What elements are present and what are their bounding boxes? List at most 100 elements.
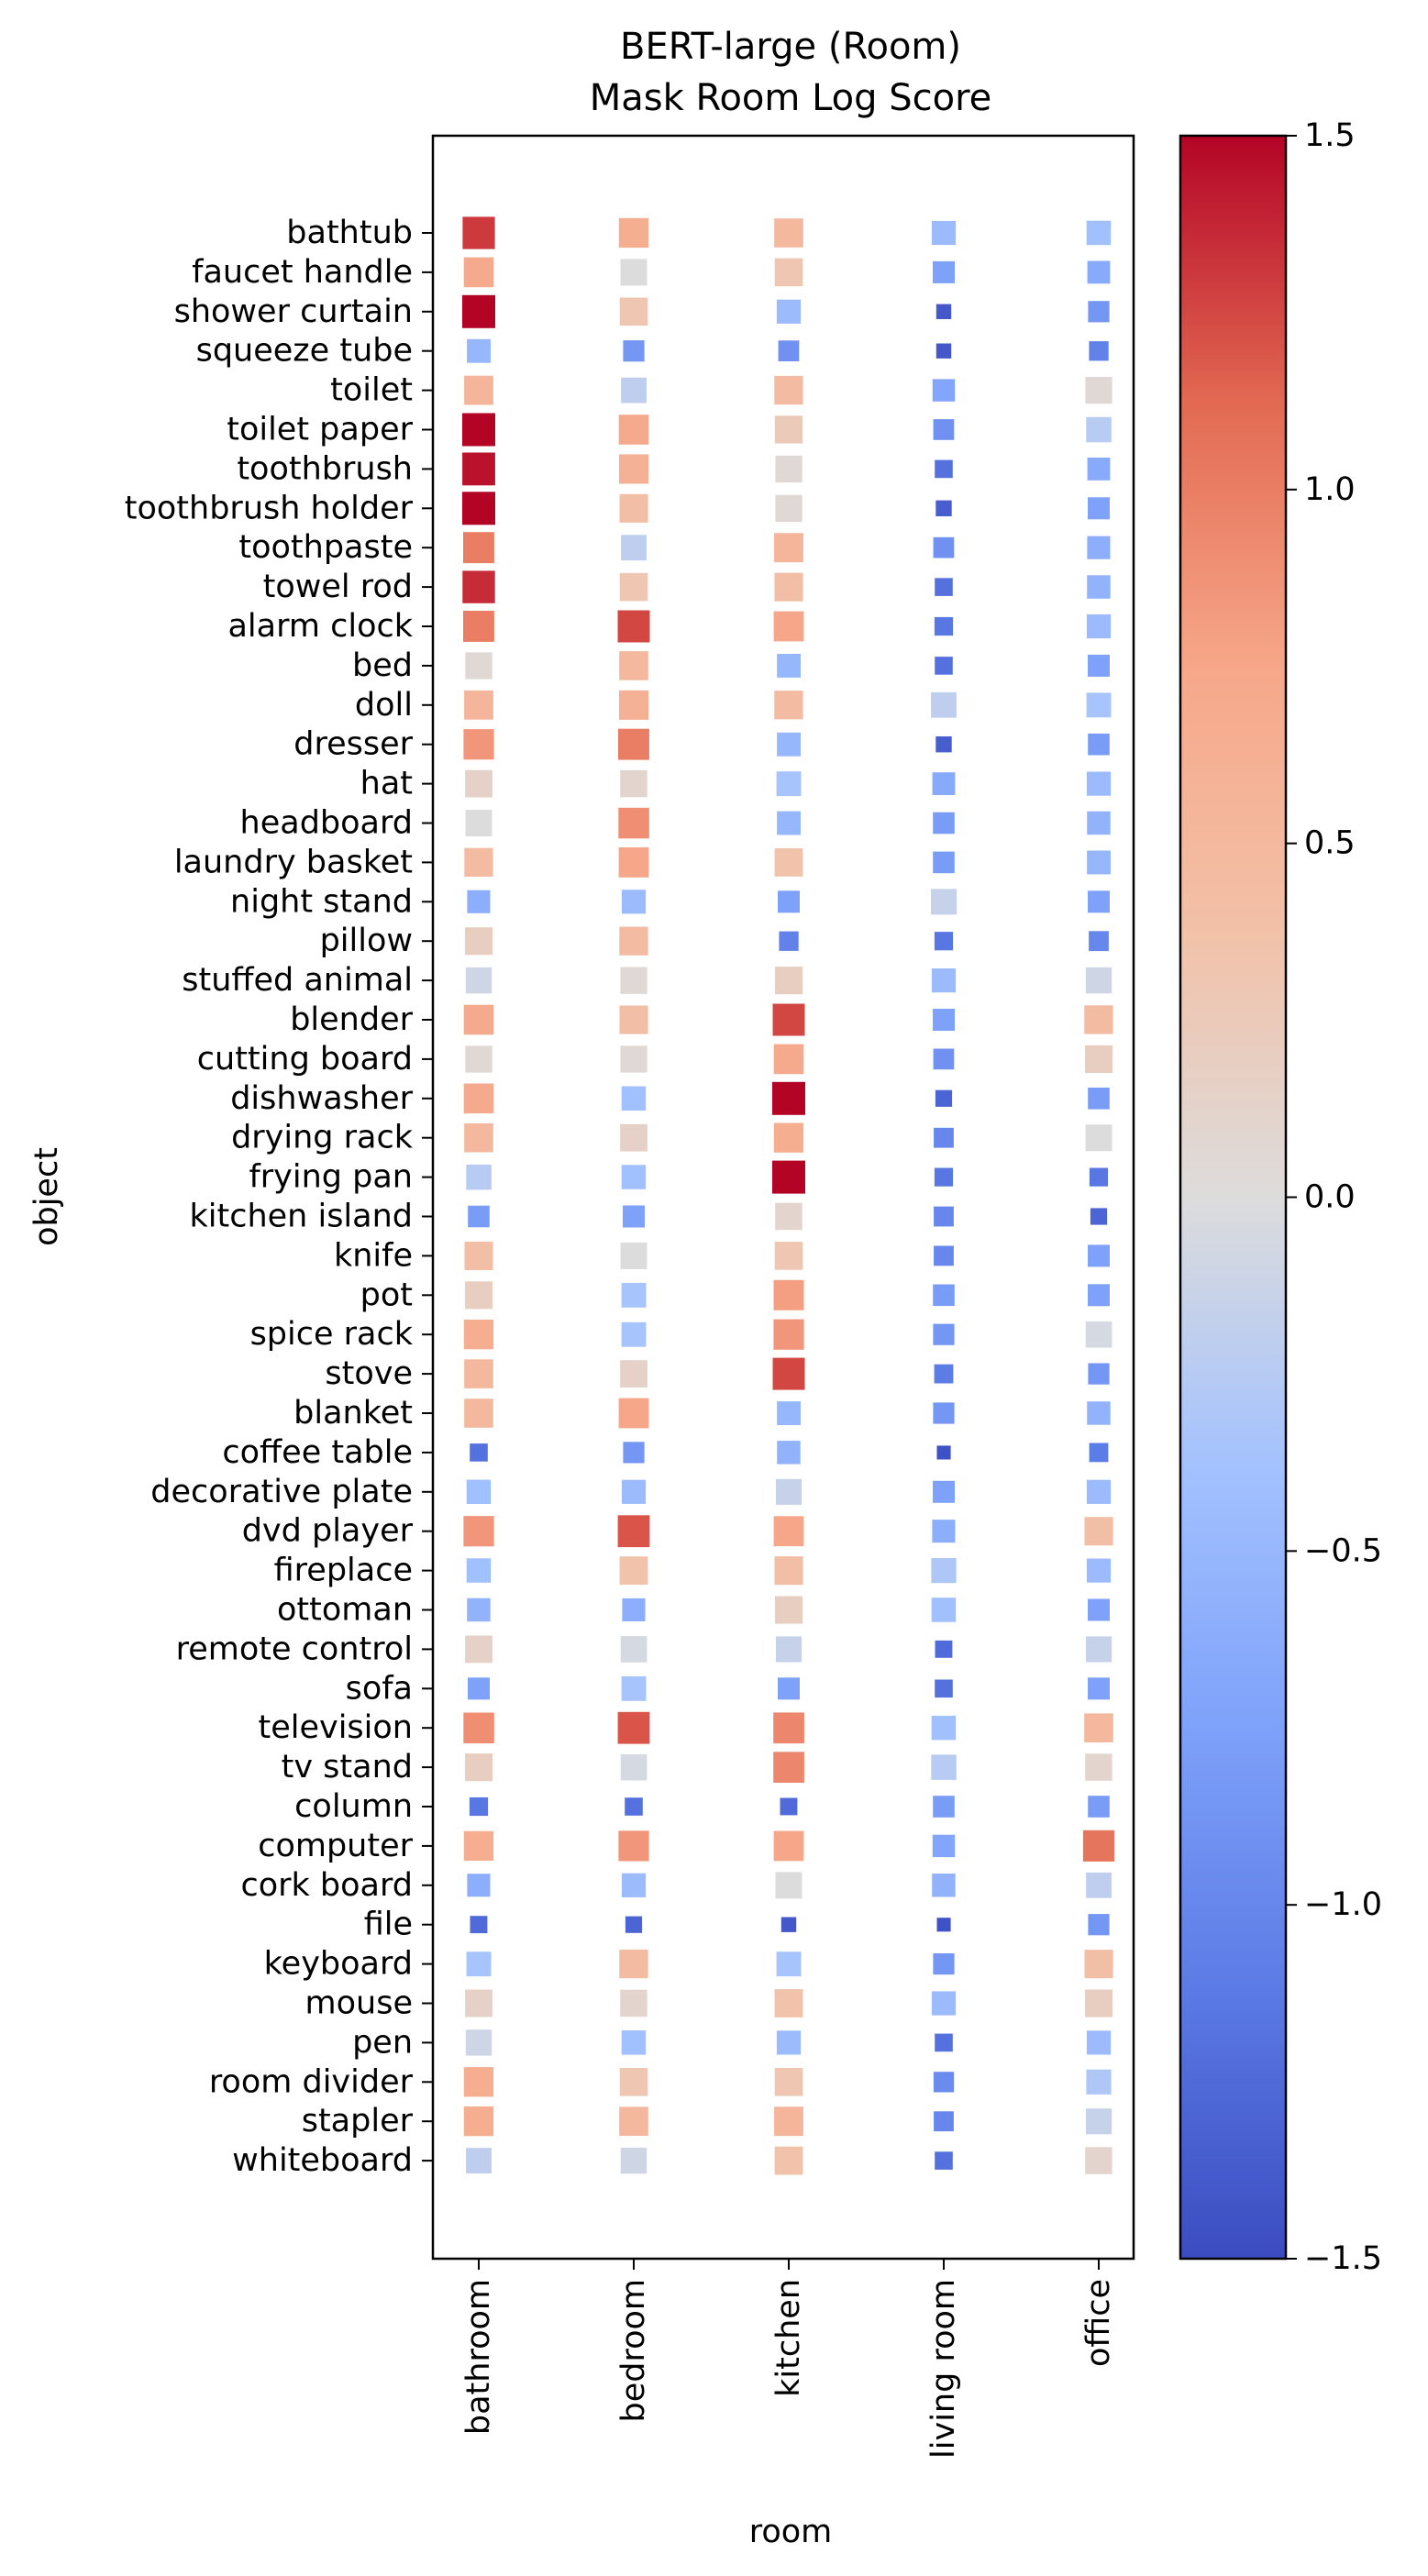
cell-toothbrush-bedroom — [619, 454, 649, 484]
cell-doll-office — [1086, 692, 1112, 718]
cell-knife-bathroom — [464, 1241, 493, 1270]
cell-doll-bedroom — [619, 690, 649, 720]
y-tick-label: ottoman — [277, 1592, 413, 1629]
cell-cutting-board-living-room — [933, 1048, 955, 1070]
cell-toothbrush-office — [1087, 458, 1111, 481]
cell-decorative-plate-office — [1086, 1479, 1112, 1504]
y-tick-label: dishwasher — [230, 1080, 413, 1117]
chart-title-line-1: BERT-large (Room) — [620, 26, 961, 68]
y-tick-label: cutting board — [197, 1041, 413, 1078]
cell-doll-kitchen — [774, 691, 803, 720]
cell-kitchen-island-bedroom — [623, 1205, 645, 1228]
cell-toilet-bathroom — [464, 375, 493, 405]
cell-towel-rod-office — [1087, 575, 1111, 599]
cell-keyboard-office — [1084, 1950, 1113, 1979]
cell-pen-office — [1086, 2030, 1112, 2055]
cell-computer-bathroom — [463, 1830, 494, 1861]
y-tick-label: dvd player — [242, 1513, 414, 1550]
cell-blanket-bathroom — [464, 1399, 493, 1428]
cell-computer-living-room — [932, 1834, 956, 1858]
y-tick-label: pen — [352, 2024, 413, 2061]
cell-stuffed-animal-kitchen — [775, 967, 803, 995]
cell-remote-control-kitchen — [776, 1636, 803, 1663]
cell-shower-curtain-living-room — [935, 304, 952, 319]
cell-frying-pan-bedroom — [621, 1165, 647, 1189]
cell-spice-rack-kitchen — [773, 1319, 804, 1350]
cell-stapler-bedroom — [619, 2106, 648, 2136]
cell-coffee-table-bedroom — [623, 1442, 645, 1464]
cell-stuffed-animal-bathroom — [465, 967, 493, 994]
y-tick-label: dresser — [293, 726, 413, 763]
cell-fireplace-living-room — [931, 1558, 957, 1584]
y-tick-label: towel rod — [263, 569, 413, 605]
cell-television-bedroom — [617, 1711, 650, 1744]
cell-dvd-player-bedroom — [617, 1515, 650, 1548]
cell-kitchen-island-bathroom — [468, 1205, 490, 1228]
cell-cutting-board-kitchen — [773, 1044, 804, 1075]
y-tick-label: bed — [352, 647, 413, 684]
chart-title-line-2: Mask Room Log Score — [590, 77, 992, 119]
y-tick-label: kitchen island — [189, 1199, 413, 1235]
cell-dvd-player-kitchen — [773, 1516, 804, 1547]
cell-doll-bathroom — [464, 690, 493, 720]
cell-stove-living-room — [934, 1364, 954, 1384]
cell-television-office — [1084, 1713, 1113, 1742]
cell-decorative-plate-kitchen — [776, 1478, 803, 1505]
cell-cork-board-office — [1086, 1872, 1112, 1898]
cell-sofa-kitchen — [778, 1677, 800, 1700]
x-tick-label: kitchen — [770, 2279, 807, 2397]
y-tick-label: laundry basket — [174, 844, 413, 880]
cell-coffee-table-living-room — [936, 1445, 951, 1460]
y-tick-label: pillow — [320, 923, 413, 959]
y-tick-label: stapler — [302, 2103, 414, 2139]
cell-pillow-office — [1089, 931, 1109, 952]
cell-television-living-room — [931, 1715, 957, 1741]
cell-laundry-basket-bathroom — [464, 847, 493, 877]
cell-whiteboard-office — [1085, 2147, 1113, 2174]
cell-faucet-handle-bedroom — [620, 259, 648, 286]
cell-squeeze-tube-kitchen — [778, 340, 800, 361]
colorbar-tick-label: −0.5 — [1304, 1532, 1382, 1569]
cell-pillow-kitchen — [779, 931, 799, 951]
cell-ottoman-kitchen — [775, 1596, 803, 1624]
y-tick-label: tv stand — [282, 1749, 413, 1786]
cell-room-divider-kitchen — [774, 2068, 803, 2096]
cell-hat-kitchen — [776, 771, 802, 797]
cell-file-kitchen — [780, 1917, 797, 1932]
cell-file-bathroom — [470, 1916, 488, 1934]
cell-frying-pan-living-room — [934, 1167, 954, 1187]
cell-cork-board-bathroom — [467, 1874, 491, 1897]
y-tick-label: blender — [290, 1001, 413, 1038]
colorbar-tick-label: 0.0 — [1304, 1179, 1356, 1216]
y-tick-label: shower curtain — [174, 293, 413, 330]
cell-pen-bedroom — [621, 2030, 647, 2055]
cell-column-office — [1088, 1796, 1110, 1818]
cell-headboard-bathroom — [465, 810, 493, 836]
cell-doll-living-room — [931, 691, 957, 718]
cell-room-divider-bathroom — [463, 2067, 494, 2097]
y-tick-label: doll — [355, 687, 413, 724]
cell-hat-office — [1086, 771, 1112, 796]
cell-headboard-bedroom — [618, 807, 649, 839]
cell-file-office — [1088, 1914, 1110, 1936]
cell-shower-curtain-bathroom — [462, 294, 495, 328]
cell-night-stand-bathroom — [467, 890, 491, 913]
y-tick-label: toilet paper — [227, 412, 413, 448]
cell-toilet-office — [1085, 377, 1113, 404]
cell-pen-kitchen — [776, 2030, 802, 2055]
cell-computer-kitchen — [773, 1830, 804, 1862]
x-tick-label: bathroom — [460, 2279, 497, 2435]
cell-tv-stand-office — [1085, 1753, 1113, 1781]
cell-pot-living-room — [933, 1284, 955, 1307]
cell-shower-curtain-bedroom — [619, 297, 648, 326]
y-tick-label: stuffed animal — [182, 962, 413, 999]
y-tick-label: hat — [360, 766, 413, 802]
cell-dresser-kitchen — [777, 732, 801, 757]
cell-frying-pan-office — [1089, 1167, 1109, 1187]
colorbar-tick-label: −1.0 — [1304, 1886, 1382, 1923]
cell-knife-office — [1088, 1244, 1110, 1267]
cell-cork-board-living-room — [932, 1874, 956, 1897]
cell-mouse-bathroom — [465, 1989, 493, 2018]
cell-bathtub-bathroom — [462, 216, 495, 249]
cell-keyboard-kitchen — [776, 1951, 802, 1977]
